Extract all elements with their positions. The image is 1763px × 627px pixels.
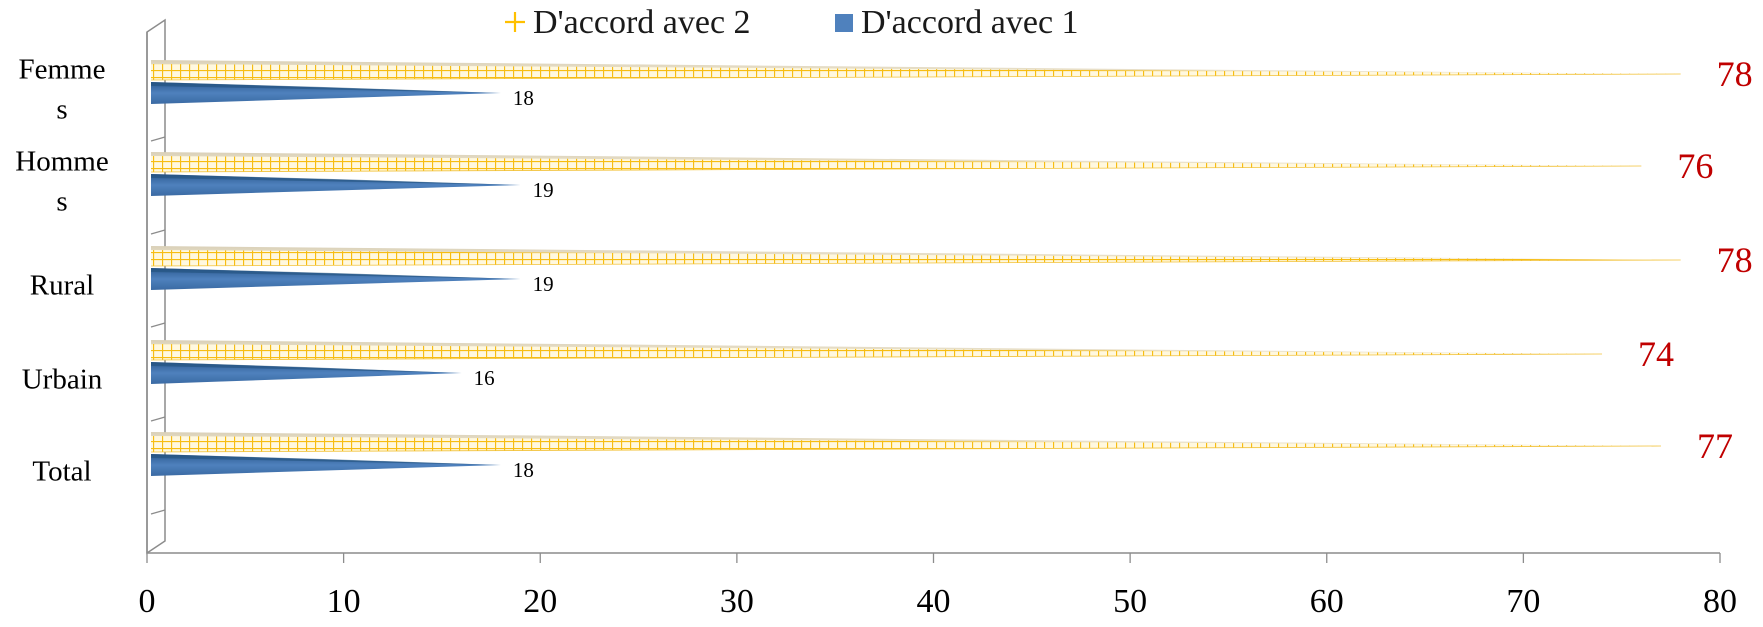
bar-series2-edge [150,259,1681,267]
x-tick-label: 80 [1703,583,1737,620]
bar-series1-shade [151,82,501,93]
bar-series2 [151,156,1642,172]
category-label: Rural [30,270,94,302]
bar-series2 [151,344,1603,360]
y-tick [150,229,166,235]
data-label-series2: 74 [1638,334,1674,374]
y-tick [150,509,166,515]
legend-swatch-series1 [835,14,853,32]
bar-series2 [151,64,1681,80]
legend: D'accord avec 2 D'accord avec 1 [505,4,1079,41]
category-label: Femme [19,54,106,86]
bar-series2-top [151,152,1642,166]
legend-label: D'accord avec 2 [533,4,751,41]
bar-series2-edge [150,353,1603,361]
data-label-series1: 19 [533,178,554,202]
bar-series2 [151,436,1662,452]
bar-series1-shade [151,362,462,373]
bar-series2 [151,250,1681,266]
category-label: Urbain [22,364,103,396]
category-label: s [56,186,67,218]
data-label-series1: 19 [533,272,554,296]
x-tick-label: 30 [720,583,754,620]
labels-layer: 0 10 20 30 40 50 60 70 80 18 78 Femme s 19 76 Homme s 19 7… [15,54,1752,621]
bar-series1-shade [151,454,501,465]
data-label-series1: 18 [513,458,534,482]
data-label-series2: 77 [1697,426,1733,466]
bar-series2-edge [150,73,1681,81]
bar-series1-shade [151,268,521,279]
x-tick-label: 70 [1506,583,1540,620]
data-label-series2: 78 [1717,54,1753,94]
data-label-series1: 18 [513,86,534,110]
category-label: s [56,94,67,126]
x-tick-label: 10 [327,583,361,620]
y-tick [150,322,166,328]
data-label-series1: 16 [474,366,495,390]
bars-layer [150,60,1681,476]
y-tick [150,136,166,142]
axes-layer [146,18,1721,563]
bar-series2-top [151,246,1681,260]
x-tick-label: 60 [1310,583,1344,620]
category-label: Total [32,456,91,488]
x-tick-label: 20 [523,583,557,620]
x-tick-label: 0 [139,583,156,620]
legend-swatch-series2 [505,12,525,32]
x-tick-label: 50 [1113,583,1147,620]
x-tick-label: 40 [917,583,951,620]
data-label-series2: 78 [1717,240,1753,280]
data-label-series2: 76 [1677,146,1713,186]
bar-series2-top [151,432,1662,446]
bar-series2-top [151,340,1603,354]
bar-series2-edge [150,165,1642,173]
y-tick [150,416,166,422]
legend-label: D'accord avec 1 [861,4,1079,41]
bar-series1-shade [151,174,521,185]
bar-series2-top [151,60,1681,74]
bar-series2-edge [150,445,1662,453]
category-label: Homme [15,146,108,178]
